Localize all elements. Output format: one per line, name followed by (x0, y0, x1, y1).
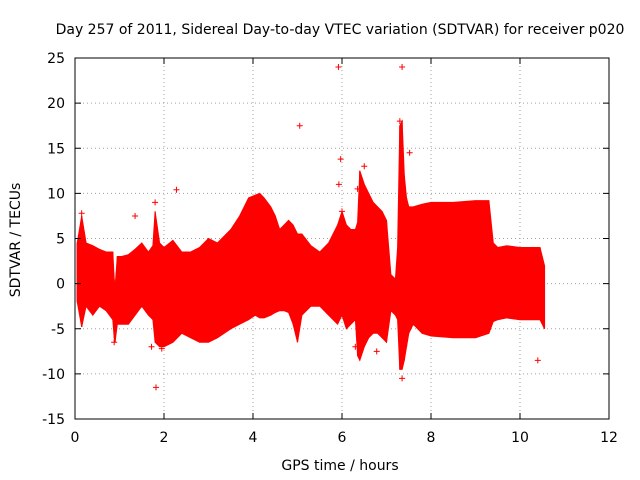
outlier-point (173, 186, 180, 193)
sdtvar-band (76, 119, 545, 370)
y-tick-label: 10 (47, 186, 65, 202)
x-tick-label: 8 (427, 430, 436, 446)
x-tick-label: 10 (511, 430, 529, 446)
data-series (76, 64, 546, 391)
x-tick-label: 2 (160, 430, 169, 446)
y-tick-label: -5 (51, 322, 65, 338)
outlier-point (354, 185, 361, 192)
outlier-point (361, 163, 368, 170)
outlier-point (534, 357, 541, 364)
chart-title: Day 257 of 2011, Sidereal Day-to-day VTE… (56, 22, 625, 38)
outlier-point (373, 348, 380, 355)
outlier-point (352, 343, 359, 350)
outlier-point (335, 64, 342, 71)
y-tick-label: 20 (47, 96, 65, 112)
outlier-point (339, 208, 345, 215)
outlier-point (296, 122, 303, 129)
plot-frame (74, 57, 610, 420)
outlier-point (111, 339, 118, 346)
y-tick-label: -10 (42, 367, 65, 383)
y-tick-label: 5 (56, 232, 65, 248)
x-tick-label: 12 (600, 430, 618, 446)
outlier-point (396, 118, 403, 125)
outlier-point (78, 210, 85, 217)
outlier-point (152, 384, 159, 391)
outlier-point (335, 181, 342, 188)
outlier-point (399, 64, 406, 71)
y-tick-label: 0 (56, 277, 65, 293)
outlier-point (158, 345, 165, 352)
outlier-point (148, 343, 155, 350)
outlier-point (406, 149, 413, 156)
y-axis-label: SDTVAR / TECUs (8, 183, 24, 298)
x-tick-label: 4 (249, 430, 258, 446)
y-tick-label: -15 (42, 412, 65, 428)
outlier-point (152, 199, 159, 206)
outlier-point (337, 156, 344, 163)
x-tick-label: 0 (71, 430, 80, 446)
y-tick-label: 15 (47, 141, 65, 157)
tick-labels: 0 2 4 6 8 10 12 -15 -10 -5 0 5 10 15 20 25 (42, 51, 618, 446)
x-axis-label: GPS time / hours (281, 458, 398, 474)
outlier-point (132, 212, 139, 219)
x-tick-label: 6 (338, 430, 347, 446)
outlier-point (399, 375, 406, 382)
y-tick-label: 25 (47, 51, 65, 67)
